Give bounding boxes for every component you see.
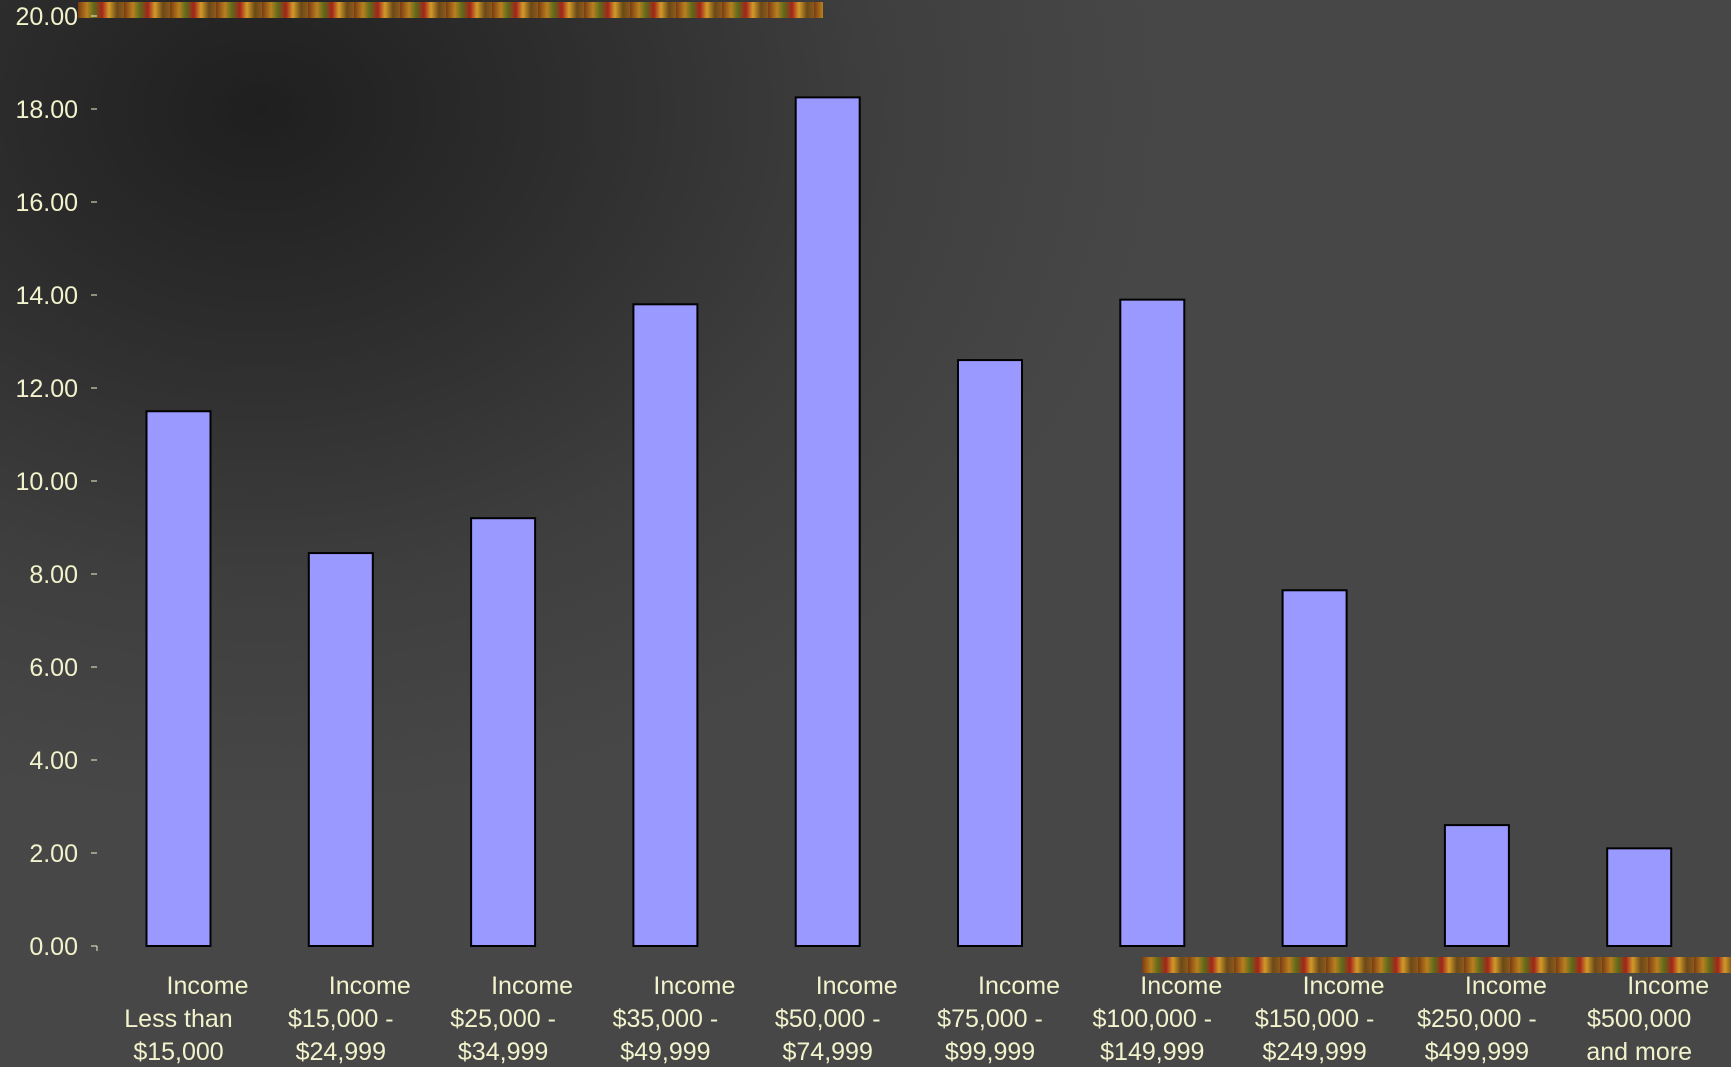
x-tick-label: $25,000 -: [450, 1005, 556, 1033]
x-tick-label: $249,999: [1262, 1038, 1366, 1066]
y-tick-label: 6.00: [29, 654, 78, 682]
y-axis: 0.00 2.00 4.00 6.00 8.00 10.00 12.00 14.00 16.00…: [15, 3, 98, 961]
decorative-texture-bottom: [1142, 957, 1731, 973]
x-tick-label: Income: [653, 972, 735, 1000]
bar: [1606, 847, 1673, 947]
x-tick-label: $149,999: [1100, 1038, 1204, 1066]
x-tick-label: $499,999: [1425, 1038, 1529, 1066]
bar: [957, 359, 1023, 948]
bar: [307, 552, 374, 947]
bar: [470, 517, 537, 947]
y-tick-label: 10.00: [15, 468, 78, 496]
x-tick-label: Income: [1140, 972, 1222, 1000]
bar: [1281, 589, 1348, 948]
y-tick-label: 2.00: [29, 840, 78, 868]
x-tick-label: $99,999: [945, 1038, 1035, 1066]
x-tick-label: $49,999: [620, 1038, 710, 1066]
x-tick-label: Income: [816, 972, 898, 1000]
x-tick-label: $74,999: [783, 1038, 873, 1066]
y-tick-label: 12.00: [15, 375, 78, 403]
y-tick-label: 18.00: [15, 96, 78, 124]
x-tick-label: $50,000 -: [775, 1005, 881, 1033]
x-tick-label: Income: [329, 972, 411, 1000]
x-tick-label: Income: [491, 972, 573, 1000]
bar: [145, 410, 212, 947]
x-tick-label: $250,000 -: [1417, 1005, 1537, 1033]
x-tick-label: Income: [1465, 972, 1547, 1000]
x-tick-label: $34,999: [458, 1038, 548, 1066]
decorative-texture-top: [78, 2, 823, 18]
y-tick-label: 14.00: [15, 282, 78, 310]
x-tick-label: $24,999: [296, 1038, 386, 1066]
x-tick-label: Income: [1303, 972, 1385, 1000]
x-tick-label: Income: [978, 972, 1060, 1000]
x-tick-label: Income: [1627, 972, 1709, 1000]
y-tick-label: 0.00: [29, 933, 78, 961]
y-tick-label: 16.00: [15, 189, 78, 217]
bar: [794, 96, 861, 947]
x-tick-label: $75,000 -: [937, 1005, 1043, 1033]
x-tick-label: Income: [167, 972, 249, 1000]
bars-group: [145, 96, 1673, 948]
x-tick-label: $35,000 -: [613, 1005, 719, 1033]
y-tick-label: 4.00: [29, 747, 78, 775]
bar: [632, 303, 699, 947]
x-tick-label: $500,000: [1587, 1005, 1691, 1033]
x-tick-label: and more: [1586, 1038, 1692, 1066]
x-axis-labels: Income Less than $15,000 Income $15,000 - $24…: [124, 972, 1709, 1066]
x-tick-label: $100,000 -: [1093, 1005, 1213, 1033]
x-tick-label: $15,000: [133, 1038, 223, 1066]
x-tick-label: Less than: [124, 1005, 232, 1033]
bar: [1119, 298, 1186, 947]
y-tick-label: 20.00: [15, 3, 78, 31]
x-tick-label: $15,000 -: [288, 1005, 394, 1033]
bar: [1443, 824, 1510, 947]
y-tick-label: 8.00: [29, 561, 78, 589]
x-tick-label: $150,000 -: [1255, 1005, 1375, 1033]
